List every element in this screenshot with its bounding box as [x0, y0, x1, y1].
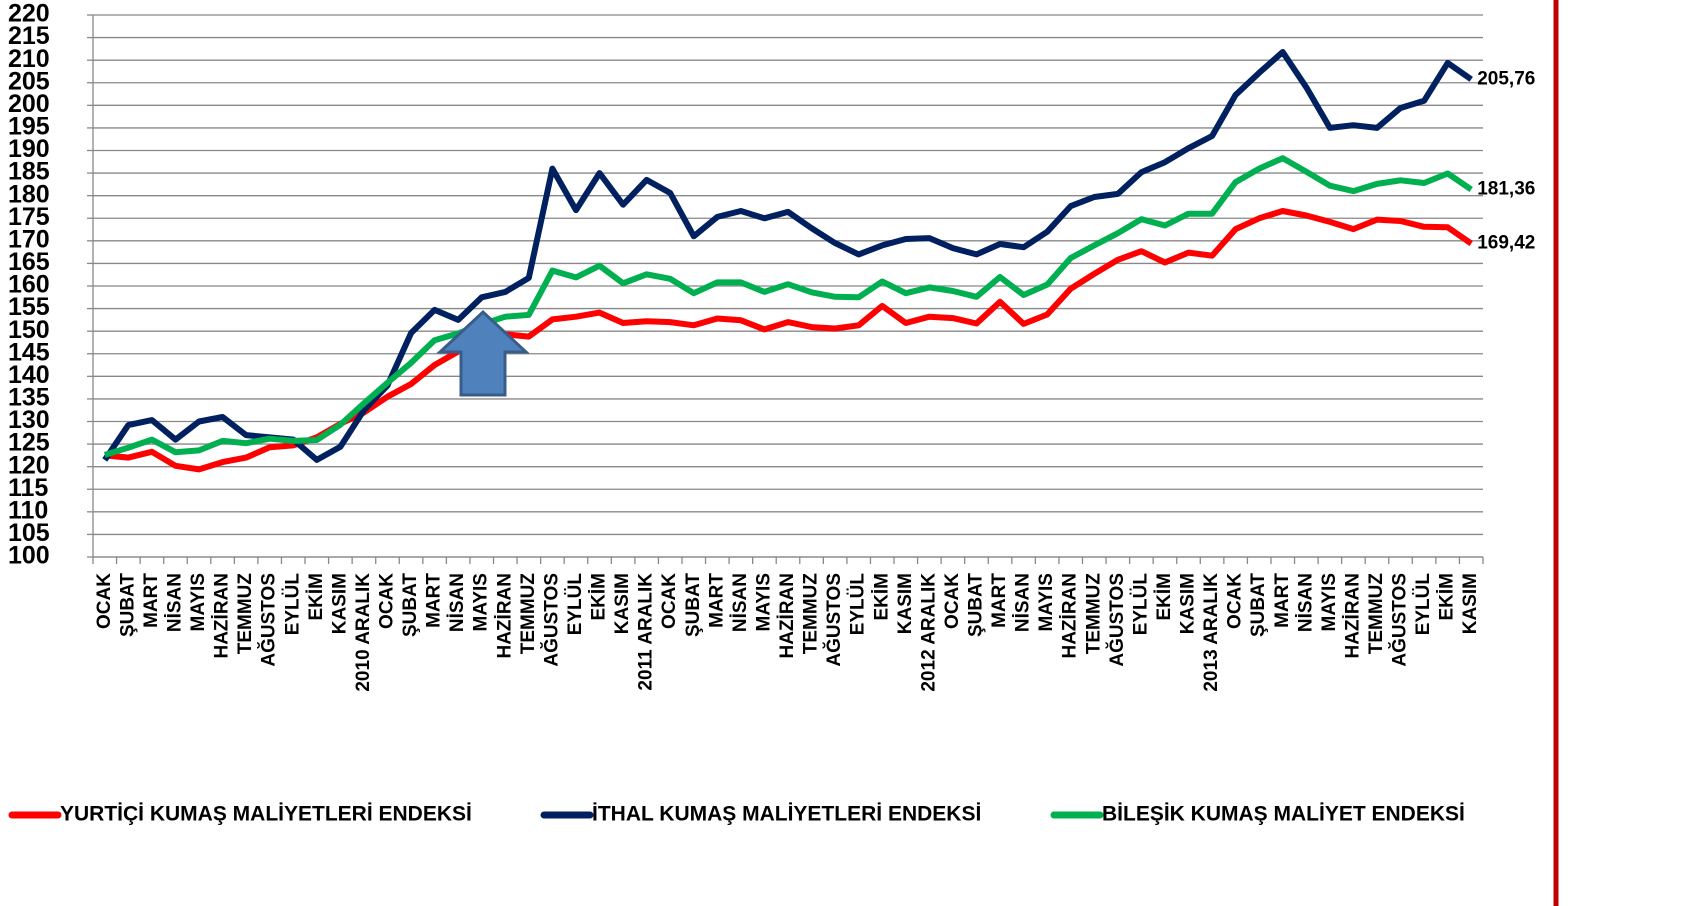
x-tick-label: 2011 ARALIK	[636, 573, 657, 691]
y-tick-label: 135	[8, 384, 50, 412]
x-tick-label: TEMMUZ	[1366, 573, 1387, 655]
y-tick-label: 175	[8, 203, 50, 231]
x-tick-label: MART	[424, 573, 445, 628]
x-tick-label: MART	[1272, 573, 1293, 628]
y-tick-label: 185	[8, 158, 50, 186]
x-tick-label: MART	[141, 573, 162, 628]
y-tick-label: 130	[8, 406, 50, 434]
y-tick-label: 140	[8, 361, 50, 389]
x-tick-label: ŞUBAT	[683, 573, 704, 637]
x-tick-label: TEMMUZ	[518, 573, 539, 655]
x-tick-label: MAYIS	[471, 573, 492, 631]
x-tick-label: NİSAN	[164, 573, 185, 632]
x-tick-label: OCAK	[377, 573, 398, 629]
x-tick-label: EKİM	[1437, 573, 1458, 621]
x-tick-label: EKİM	[871, 573, 892, 621]
x-tick-label: MAYIS	[753, 573, 774, 631]
x-tick-label: MAYIS	[1036, 573, 1057, 631]
x-tick-label: ŞUBAT	[1248, 573, 1269, 637]
y-tick-label: 100	[8, 542, 50, 570]
x-tick-label: HAZİRAN	[1060, 573, 1081, 659]
legend-label: İTHAL KUMAŞ MALİYETLERİ ENDEKSİ	[592, 803, 981, 826]
series-line	[103, 155, 1473, 458]
x-tick-label: KASIM	[612, 573, 633, 634]
series-line	[104, 208, 1473, 473]
x-tick-label: ŞUBAT	[117, 573, 138, 637]
x-tick-label: AĞUSTOS	[258, 573, 280, 667]
x-tick-label: 2010 ARALIK	[353, 573, 374, 692]
x-tick-label: EYLÜL	[1413, 573, 1434, 636]
x-tick-label: ŞUBAT	[400, 573, 421, 637]
x-tick-label: AĞUSTOS	[1389, 573, 1411, 667]
data-label: 205,76	[1477, 68, 1535, 89]
y-tick-label: 205	[8, 67, 50, 95]
x-tick-label: AĞUSTOS	[823, 573, 845, 667]
y-tick-label: 215	[8, 22, 50, 50]
x-tick-label: NİSAN	[447, 573, 468, 632]
x-tick-label: NİSAN	[1013, 573, 1034, 632]
x-tick-label: EYLÜL	[565, 573, 586, 636]
x-tick-label: EYLÜL	[848, 573, 869, 636]
x-tick-label: OCAK	[942, 573, 963, 629]
data-label: 169,42	[1477, 232, 1535, 253]
x-tick-label: EKİM	[589, 573, 610, 621]
legend-label: YURTİÇİ KUMAŞ MALİYETLERİ ENDEKSİ	[60, 803, 472, 826]
legend-label: BİLEŞİK KUMAŞ MALİYET ENDEKSİ	[1102, 803, 1465, 826]
x-tick-label: AĞUSTOS	[540, 573, 562, 667]
x-tick-label: KASIM	[895, 573, 916, 634]
y-tick-label: 155	[8, 293, 50, 321]
x-tick-label: OCAK	[94, 573, 115, 629]
x-tick-label: KASIM	[1178, 573, 1199, 634]
x-tick-label: KASIM	[329, 573, 350, 634]
y-tick-label: 160	[8, 271, 50, 299]
x-tick-label: 2012 ARALIK	[918, 573, 939, 692]
x-tick-label: EYLÜL	[282, 573, 303, 636]
data-label: 181,36	[1477, 179, 1535, 200]
x-tick-label: HAZİRAN	[1342, 573, 1363, 659]
y-tick-label: 195	[8, 113, 50, 141]
x-tick-label: ŞUBAT	[965, 573, 986, 637]
x-tick-label: NİSAN	[730, 573, 751, 632]
x-tick-label: EKİM	[306, 573, 327, 621]
y-tick-label: 110	[8, 496, 48, 524]
y-tick-label: 105	[8, 519, 50, 547]
y-tick-label: 145	[8, 338, 50, 366]
x-tick-label: OCAK	[1225, 573, 1246, 629]
y-tick-label: 115	[8, 474, 48, 502]
y-tick-label: 180	[8, 180, 50, 208]
x-tick-label: AĞUSTOS	[1106, 573, 1128, 667]
x-tick-label: EYLÜL	[1130, 573, 1151, 636]
y-tick-label: 220	[8, 0, 50, 28]
y-tick-label: 150	[8, 316, 50, 344]
x-tick-label: EKİM	[1154, 573, 1175, 621]
y-tick-label: 125	[8, 429, 50, 457]
y-tick-label: 170	[8, 225, 50, 253]
x-tick-label: HAZİRAN	[777, 573, 798, 659]
x-tick-label: NİSAN	[1295, 573, 1316, 632]
y-tick-label: 165	[8, 248, 50, 276]
x-tick-label: MAYIS	[1319, 573, 1340, 631]
y-tick-label: 190	[8, 135, 50, 163]
x-tick-label: TEMMUZ	[1083, 573, 1104, 655]
x-tick-label: TEMMUZ	[235, 573, 256, 655]
y-tick-label: 210	[8, 45, 50, 73]
x-tick-label: HAZİRAN	[212, 573, 233, 659]
x-tick-label: OCAK	[659, 573, 680, 629]
y-tick-label: 120	[8, 451, 50, 479]
x-tick-label: MART	[989, 573, 1010, 628]
arrow	[436, 309, 530, 397]
series-line	[102, 49, 1473, 463]
y-tick-label: 200	[8, 90, 50, 118]
x-tick-label: KASIM	[1460, 573, 1481, 634]
x-tick-label: HAZİRAN	[494, 573, 515, 659]
x-tick-label: MAYIS	[188, 573, 209, 631]
x-tick-label: 2013 ARALIK	[1201, 573, 1222, 692]
x-tick-label: TEMMUZ	[801, 573, 822, 655]
x-tick-label: MART	[706, 573, 727, 628]
